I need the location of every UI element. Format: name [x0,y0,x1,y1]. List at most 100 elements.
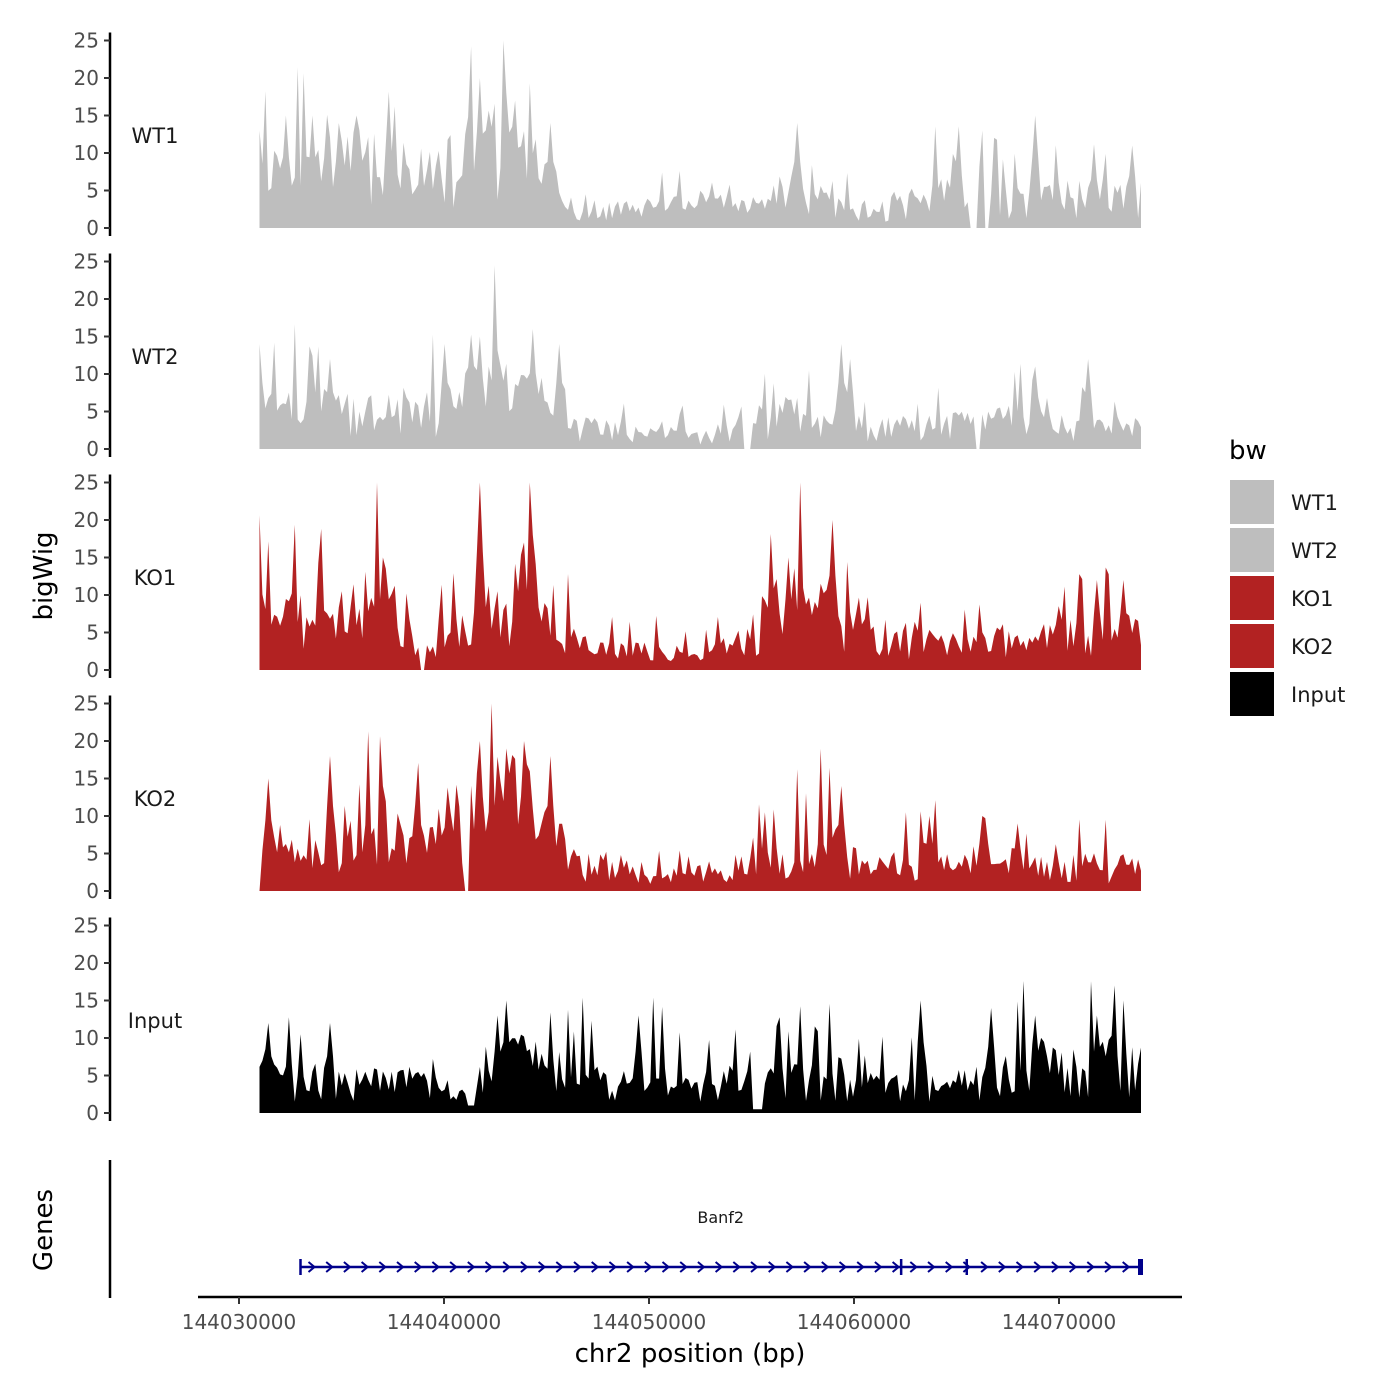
strand-arrow [838,1261,848,1273]
strand-arrow [537,1261,547,1273]
gene-track: Banf2 [108,1160,1143,1298]
strand-arrow [644,1261,653,1273]
legend-label: WT2 [1291,539,1338,563]
y-tick-label: 0 [86,658,99,682]
strand-arrow [449,1261,458,1273]
legend-label: Input [1291,683,1345,707]
strand-arrow [750,1261,759,1273]
strand-arrow [803,1261,812,1273]
y-tick-label: 0 [86,1101,99,1125]
strand-arrow [626,1261,635,1273]
legend-swatch [1230,528,1274,572]
track-label: WT2 [132,345,179,369]
strand-arrow [1086,1261,1095,1273]
strand-arrow [307,1261,317,1273]
track-label: KO2 [134,787,177,811]
gene-label: Banf2 [697,1208,744,1227]
y-tick-label: 15 [74,767,99,791]
signal-area-wt2 [259,265,1141,449]
y-tick-label: 25 [74,692,99,716]
strand-arrow [325,1261,334,1273]
y-tick-label: 25 [74,471,99,495]
strand-arrow [1122,1261,1131,1273]
strand-arrow [1051,1261,1060,1273]
track-wt2: 0 5 10 15 20 25 WT2 [74,250,1141,461]
signal-area-ko2 [259,703,1141,891]
strand-arrow [378,1261,387,1273]
x-tick-label: 144030000 [182,1310,297,1334]
legend-label: WT1 [1291,491,1338,515]
y-tick-label: 20 [74,287,99,311]
track-ko2: 0 5 10 15 20 25 KO2 [74,692,1141,903]
y-tick-label: 5 [86,400,99,424]
legend-swatch [1230,480,1274,524]
gene-end-block [1138,1259,1143,1275]
strand-arrow [785,1261,794,1273]
legend-title: bw [1229,436,1267,466]
y-tick-label: 10 [74,141,99,165]
y-tick-label: 0 [86,216,99,240]
legend-swatch [1230,672,1274,716]
y-tick-label: 25 [74,250,99,274]
strand-arrow [502,1261,511,1273]
signal-area-wt1 [259,40,1141,228]
strand-arrow [980,1261,989,1273]
strand-arrow [945,1261,954,1273]
strand-arrow [1033,1261,1042,1273]
strand-arrow [874,1261,883,1273]
strand-arrow [697,1261,706,1273]
y-tick-label: 10 [74,804,99,828]
x-axis: 144030000 144040000 144050000 144060000 1440… [182,1295,1182,1334]
strand-arrow [467,1261,476,1273]
strand-arrow [396,1261,405,1273]
strand-arrow [343,1261,352,1273]
strand-arrow [573,1261,582,1273]
legend-swatch [1230,576,1274,620]
y-tick-label: 5 [86,1064,99,1088]
x-axis-title: chr2 position (bp) [575,1339,806,1369]
strand-arrow [484,1261,494,1273]
strand-arrow [1015,1261,1025,1273]
strand-arrow [856,1261,865,1273]
legend-item-wt2: WT2 [1230,528,1338,572]
y-tick-label: 10 [74,583,99,607]
strand-arrow [714,1261,724,1273]
track-label: Input [128,1009,182,1033]
gene-banf2: Banf2 [299,1208,1143,1275]
y-tick-label: 25 [74,914,99,938]
x-tick-label: 144060000 [797,1310,912,1334]
y-tick-label: 0 [86,879,99,903]
legend-item-input: Input [1230,672,1345,716]
y-tick-label: 20 [74,951,99,975]
legend-label: KO2 [1291,635,1334,659]
strand-arrow [998,1261,1007,1273]
strand-arrow [927,1261,936,1273]
y-tick-label: 15 [74,104,99,128]
y-axis-title: bigWig [29,531,59,620]
signal-tracks: 0510152025WT10510152025WT20510152025KO10… [74,29,1141,1125]
y-tick-label: 20 [74,66,99,90]
x-tick-label: 144040000 [387,1310,502,1334]
strand-arrow [591,1261,600,1273]
y-tick-label: 20 [74,508,99,532]
legend-item-wt1: WT1 [1230,480,1338,524]
signal-area-input [259,980,1141,1113]
x-tick-label: 144070000 [1002,1310,1117,1334]
legend: WT1 WT2 KO1 KO2 Input [1230,480,1345,716]
strand-arrow [891,1261,901,1273]
track-ko1: 0 5 10 15 20 25 KO1 [74,471,1141,682]
legend-swatch [1230,624,1274,668]
strand-arrow [732,1261,741,1273]
strand-arrow [962,1261,971,1273]
strand-arrow [360,1261,370,1273]
track-input: 0 5 10 15 20 25 Input [74,914,1141,1125]
y-tick-label: 25 [74,29,99,53]
legend-item-ko1: KO1 [1230,576,1334,620]
y-tick-label: 15 [74,546,99,570]
strand-arrow [520,1261,529,1273]
track-wt1: 0 5 10 15 20 25 WT1 [74,29,1141,240]
strand-arrow [431,1261,440,1273]
legend-item-ko2: KO2 [1230,624,1334,668]
strand-arrow [821,1261,830,1273]
